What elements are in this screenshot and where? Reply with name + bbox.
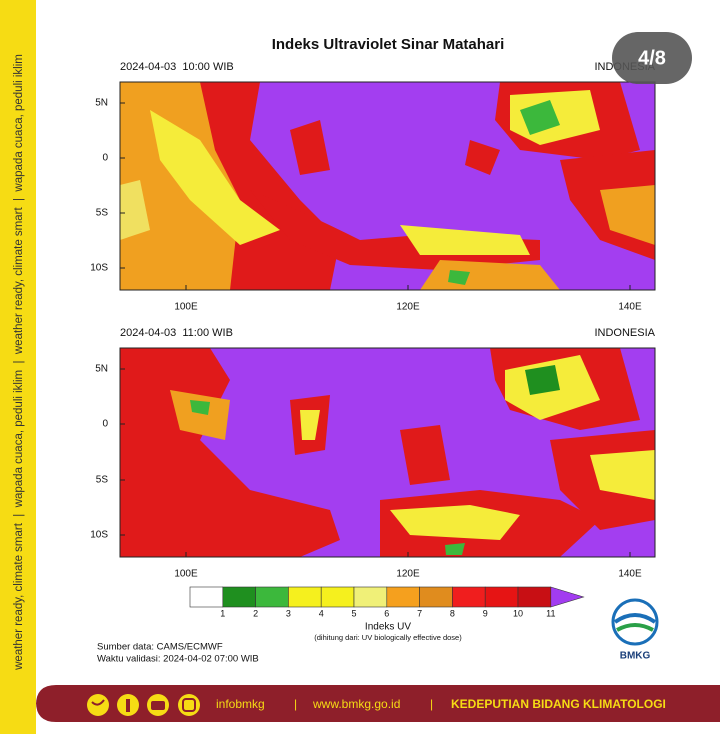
legend-label: 5 — [351, 608, 356, 618]
panel-region: INDONESIA — [594, 327, 655, 339]
legend-swatch — [386, 586, 420, 608]
source: Sumber data: CAMS/ECMWF — [97, 642, 223, 653]
panel-time: 2024-04-03 11:00 WIB — [120, 327, 233, 339]
legend-swatch — [550, 586, 585, 608]
lat-label: 0 — [102, 419, 108, 430]
legend-label: 8 — [450, 608, 455, 618]
lat-label: 0 — [102, 153, 108, 164]
legend-label: 11 — [546, 608, 555, 618]
logo-text: BMKG — [620, 651, 651, 662]
footer-department: KEDEPUTIAN BIDANG KLIMATOLOGI — [451, 697, 666, 711]
legend-label: 2 — [253, 608, 258, 618]
legend-label: 1 — [220, 608, 225, 618]
social-icons — [87, 694, 200, 716]
legend-label: 9 — [483, 608, 488, 618]
lon-label: 120E — [396, 569, 420, 580]
footer-separator: | — [430, 697, 433, 711]
sidebar-text: weather ready, climate smart | wapada cu… — [13, 54, 25, 671]
validity: Waktu validasi: 2024-04-02 07:00 WIB — [97, 654, 259, 665]
legend-note: (dihitung dari: UV biologically effectiv… — [314, 633, 462, 642]
legend-swatch — [353, 586, 388, 608]
lon-label: 100E — [174, 569, 198, 580]
legend-label: 3 — [286, 608, 291, 618]
footer-social: infobmkg — [216, 697, 265, 711]
footer-website: www.bmkg.go.id — [312, 697, 400, 711]
title: Indeks Ultraviolet Sinar Matahari — [272, 36, 505, 53]
lat-label: 5N — [95, 364, 108, 375]
uv-map — [120, 82, 655, 290]
map-frame — [119, 347, 656, 558]
lon-label: 140E — [618, 302, 642, 313]
bmkg-logo — [611, 598, 659, 646]
legend-label: 7 — [417, 608, 422, 618]
footer-separator: | — [294, 697, 297, 711]
lat-label: 10S — [90, 263, 108, 274]
legend-swatch — [288, 586, 322, 608]
lon-label: 100E — [174, 302, 198, 313]
lat-label: 5S — [96, 475, 109, 486]
legend-label: 4 — [319, 608, 324, 618]
legend-swatch — [320, 586, 355, 608]
legend-title: Indeks UV — [365, 622, 411, 633]
legend-swatch — [517, 586, 552, 608]
legend-label: 6 — [384, 608, 389, 618]
legend-swatch — [419, 586, 453, 608]
lat-label: 5N — [95, 98, 108, 109]
legend-swatch — [189, 586, 224, 608]
map-frame — [119, 81, 656, 291]
footer — [36, 685, 720, 722]
lon-label: 140E — [618, 569, 642, 580]
uv-map — [120, 348, 655, 557]
lon-label: 120E — [396, 302, 420, 313]
sidebar — [0, 0, 36, 734]
legend-swatch — [484, 586, 519, 608]
legend: 1 2 3 4 5 6 7 8 9 10 11 — [189, 586, 585, 618]
legend-swatch — [222, 586, 256, 608]
lat-label: 10S — [90, 530, 108, 541]
page-badge — [612, 32, 692, 84]
page-badge-text: 4/8 — [638, 47, 666, 69]
legend-label: 10 — [513, 608, 523, 618]
legend-swatch — [452, 586, 486, 608]
panel-time: 2024-04-03 10:00 WIB — [120, 61, 234, 73]
legend-swatch — [255, 586, 289, 608]
lat-label: 5S — [96, 208, 109, 219]
